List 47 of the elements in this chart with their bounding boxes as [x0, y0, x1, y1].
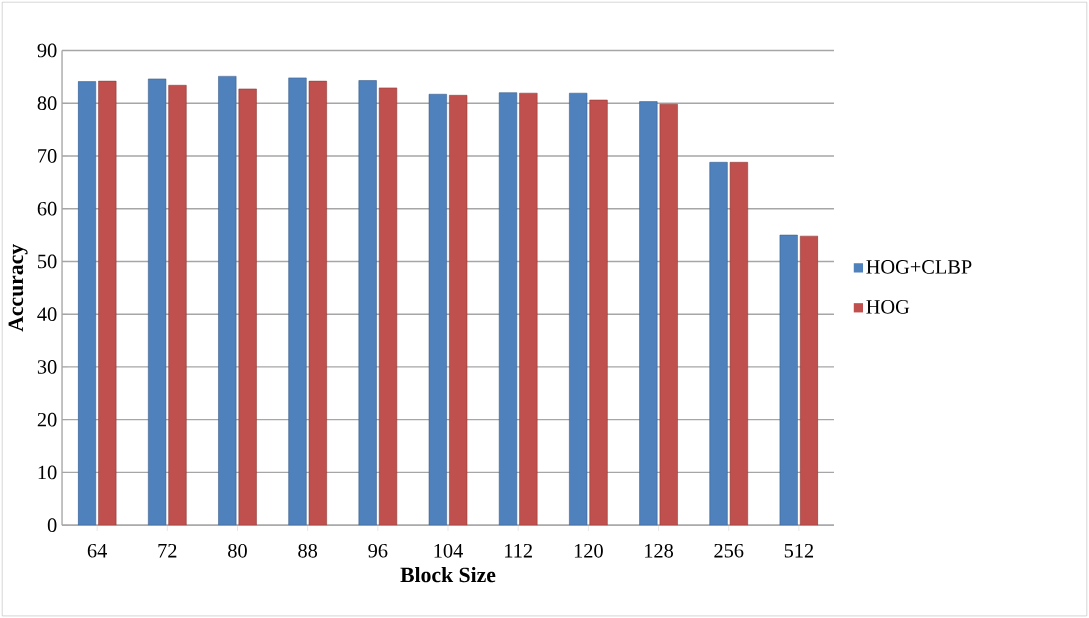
- y-tick-label: 90: [37, 43, 57, 58]
- y-tick-label: 30: [37, 360, 57, 374]
- x-axis-title: Block Size: [400, 566, 496, 583]
- bar: [449, 94, 468, 526]
- y-axis-title: Accuracy: [8, 243, 28, 332]
- y-tick-label: 80: [37, 96, 57, 111]
- x-tick-label: 128: [645, 543, 674, 558]
- bar: [308, 80, 327, 526]
- bar: [498, 92, 518, 526]
- bar: [218, 75, 237, 526]
- x-tick-label: 96: [368, 543, 388, 558]
- bar: [799, 235, 819, 526]
- y-tick-label: 40: [37, 307, 57, 322]
- bar: [428, 93, 447, 526]
- x-tick-label: 88: [298, 543, 318, 558]
- bar: [168, 84, 187, 526]
- bar: [98, 80, 117, 526]
- bar: [639, 101, 658, 526]
- bar: [729, 161, 748, 526]
- bar: [779, 234, 798, 526]
- bar: [77, 81, 97, 526]
- bar: [378, 87, 398, 526]
- bar: [569, 92, 588, 526]
- legend-label: HOG+CLBP: [866, 260, 972, 274]
- bar: [519, 92, 538, 526]
- legend-label: HOG: [866, 299, 910, 314]
- bar: [659, 103, 678, 526]
- x-tick-label: 512: [784, 543, 814, 558]
- x-tick-label: 64: [87, 543, 107, 558]
- y-tick-label: 10: [38, 465, 57, 480]
- x-tick-label: 104: [434, 543, 463, 558]
- y-tick-label: 70: [38, 149, 57, 163]
- x-tick-label: 256: [714, 543, 744, 558]
- y-tick-label: 60: [37, 201, 57, 216]
- bar: [709, 161, 728, 526]
- bar: [238, 88, 257, 526]
- bar: [148, 78, 167, 526]
- y-tick-label: 0: [47, 518, 57, 532]
- y-tick-label: 20: [37, 412, 57, 427]
- x-tick-label: 80: [228, 543, 247, 558]
- y-tick-label: 50: [38, 254, 57, 269]
- bar: [589, 99, 608, 526]
- x-tick-label: 120: [574, 543, 603, 558]
- x-tick-label: 112: [505, 543, 532, 558]
- bar: [288, 77, 307, 526]
- bar: [358, 80, 377, 526]
- x-tick-label: 72: [158, 543, 177, 558]
